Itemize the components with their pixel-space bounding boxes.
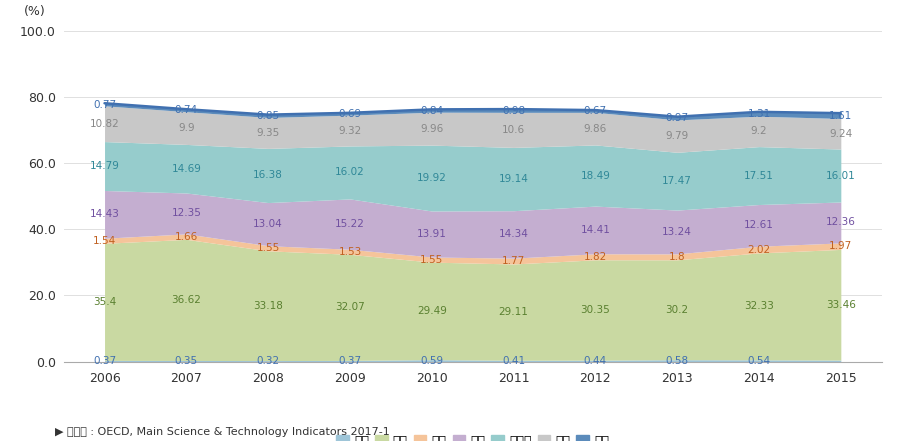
Text: 33.46: 33.46 bbox=[826, 300, 855, 310]
Text: 16.01: 16.01 bbox=[826, 171, 855, 180]
Text: 1.55: 1.55 bbox=[256, 243, 280, 253]
Text: 32.07: 32.07 bbox=[335, 303, 365, 312]
Text: 32.33: 32.33 bbox=[744, 301, 774, 311]
Text: 0.54: 0.54 bbox=[747, 356, 771, 366]
Text: 18.49: 18.49 bbox=[581, 171, 610, 180]
Text: 10.82: 10.82 bbox=[90, 119, 119, 129]
Text: 10.6: 10.6 bbox=[502, 125, 525, 135]
Text: 0.74: 0.74 bbox=[175, 105, 198, 116]
Text: 15.22: 15.22 bbox=[335, 219, 365, 229]
Text: 1.77: 1.77 bbox=[502, 256, 525, 266]
Text: 19.92: 19.92 bbox=[417, 173, 446, 183]
Text: 1.8: 1.8 bbox=[669, 252, 685, 262]
Text: 9.9: 9.9 bbox=[178, 123, 195, 133]
Text: 0.41: 0.41 bbox=[502, 356, 525, 366]
Text: 0.69: 0.69 bbox=[338, 109, 362, 119]
Text: 19.14: 19.14 bbox=[499, 174, 528, 184]
Text: 16.38: 16.38 bbox=[254, 171, 283, 180]
Text: 16.02: 16.02 bbox=[335, 168, 365, 177]
Text: 0.32: 0.32 bbox=[256, 356, 280, 366]
Text: 9.32: 9.32 bbox=[338, 126, 362, 135]
Legend: 한국, 미국, 일본, 독일, 프랑스, 영국, 중국: 한국, 미국, 일본, 독일, 프랑스, 영국, 중국 bbox=[336, 435, 609, 441]
Text: 0.84: 0.84 bbox=[420, 106, 444, 116]
Text: 9.24: 9.24 bbox=[829, 129, 853, 139]
Text: 14.34: 14.34 bbox=[499, 229, 528, 239]
Text: 0.85: 0.85 bbox=[256, 111, 280, 121]
Text: 13.24: 13.24 bbox=[663, 227, 692, 237]
Text: 30.2: 30.2 bbox=[665, 305, 689, 315]
Text: 14.79: 14.79 bbox=[90, 161, 119, 171]
Text: 17.47: 17.47 bbox=[663, 176, 692, 186]
Text: 14.43: 14.43 bbox=[90, 209, 119, 219]
Text: 33.18: 33.18 bbox=[254, 301, 283, 311]
Text: 1.54: 1.54 bbox=[93, 236, 116, 246]
Text: 0.67: 0.67 bbox=[584, 106, 607, 116]
Text: 0.77: 0.77 bbox=[93, 100, 116, 109]
Text: 1.66: 1.66 bbox=[175, 232, 198, 242]
Text: 29.11: 29.11 bbox=[499, 307, 528, 317]
Text: 13.91: 13.91 bbox=[417, 229, 446, 239]
Text: 1.61: 1.61 bbox=[829, 111, 853, 121]
Text: 1.97: 1.97 bbox=[829, 241, 853, 251]
Text: 0.59: 0.59 bbox=[420, 355, 444, 366]
Text: 1.55: 1.55 bbox=[420, 254, 444, 265]
Text: (%): (%) bbox=[25, 5, 46, 18]
Text: 1.53: 1.53 bbox=[338, 247, 362, 257]
Text: 12.35: 12.35 bbox=[172, 209, 201, 218]
Text: 12.36: 12.36 bbox=[826, 217, 855, 228]
Text: 9.96: 9.96 bbox=[420, 123, 444, 134]
Text: 0.35: 0.35 bbox=[175, 356, 198, 366]
Text: 2.02: 2.02 bbox=[747, 245, 771, 254]
Text: 0.58: 0.58 bbox=[665, 355, 689, 366]
Text: 0.98: 0.98 bbox=[502, 106, 525, 116]
Text: 9.86: 9.86 bbox=[584, 123, 607, 134]
Text: 13.04: 13.04 bbox=[254, 219, 283, 229]
Text: ▶ 자료원 : OECD, Main Science & Technology Indicators 2017-1: ▶ 자료원 : OECD, Main Science & Technology … bbox=[55, 426, 389, 437]
Text: 17.51: 17.51 bbox=[744, 171, 774, 180]
Text: 0.37: 0.37 bbox=[338, 356, 362, 366]
Text: 0.37: 0.37 bbox=[93, 356, 116, 366]
Text: 0.44: 0.44 bbox=[584, 356, 607, 366]
Text: 29.49: 29.49 bbox=[417, 306, 446, 316]
Text: 36.62: 36.62 bbox=[172, 295, 201, 305]
Text: 9.79: 9.79 bbox=[665, 131, 689, 141]
Text: 14.41: 14.41 bbox=[581, 225, 610, 235]
Text: 9.2: 9.2 bbox=[751, 127, 767, 136]
Text: 0.97: 0.97 bbox=[665, 113, 689, 123]
Text: 9.35: 9.35 bbox=[256, 128, 280, 138]
Text: 12.61: 12.61 bbox=[744, 220, 774, 230]
Text: 35.4: 35.4 bbox=[93, 297, 116, 307]
Text: 1.82: 1.82 bbox=[584, 252, 607, 262]
Text: 1.31: 1.31 bbox=[747, 109, 771, 119]
Text: 14.69: 14.69 bbox=[172, 164, 201, 174]
Text: 30.35: 30.35 bbox=[581, 305, 610, 315]
